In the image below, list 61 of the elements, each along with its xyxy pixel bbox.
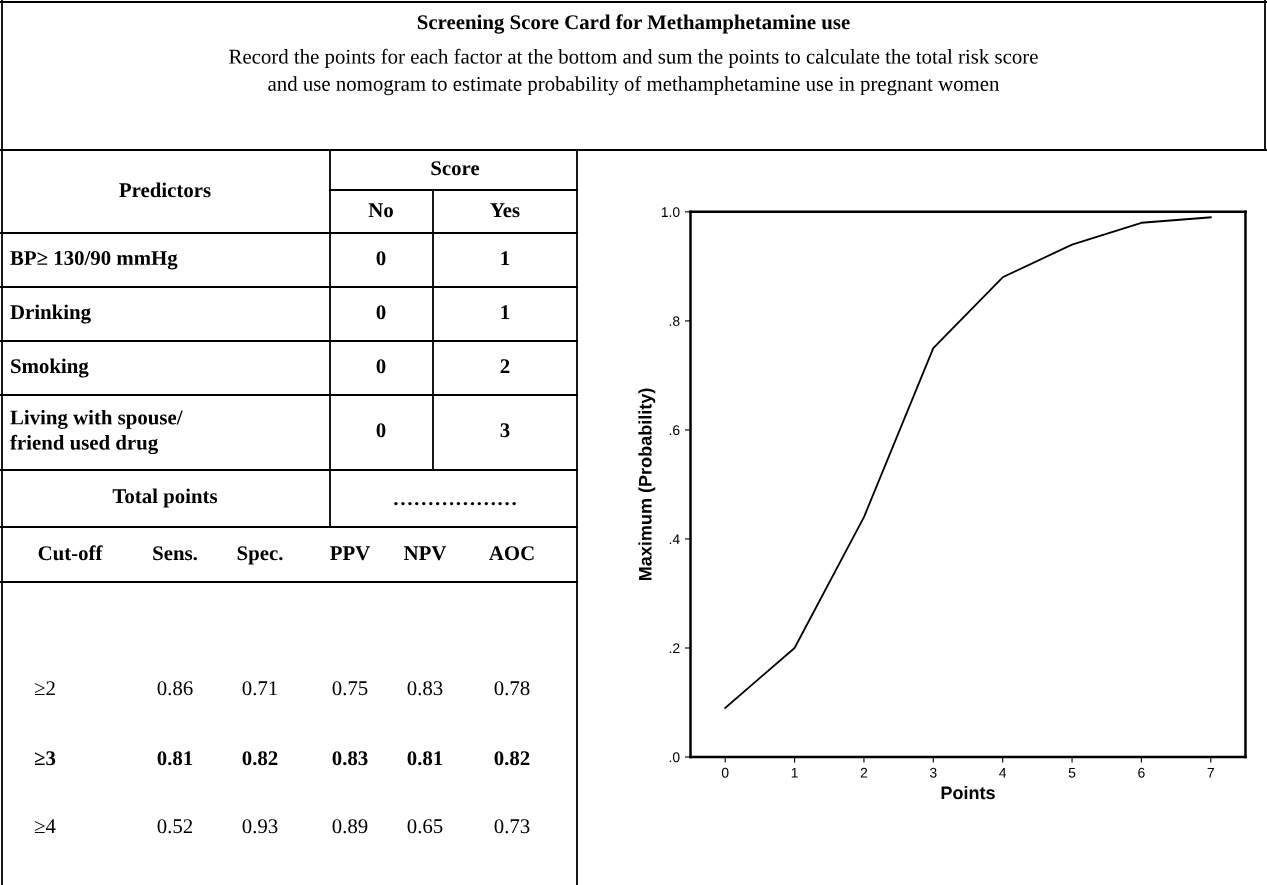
text: 0.81 <box>407 751 443 766</box>
text: 0.52 <box>157 819 193 834</box>
text: ≥2 <box>34 681 55 696</box>
text: Yes <box>490 203 520 218</box>
text: 0 <box>376 359 386 374</box>
text: 0.65 <box>407 819 443 834</box>
text: 1 <box>501 251 510 266</box>
text: Spec. <box>237 546 283 565</box>
line-series <box>724 216 1212 709</box>
y-tick-label: .0 <box>669 752 680 763</box>
text: 0 <box>376 305 386 320</box>
x-tick-label: 5 <box>1068 767 1076 778</box>
y-tick-label: .6 <box>669 425 680 436</box>
text: 0.78 <box>494 681 530 696</box>
text: 0 <box>376 423 386 438</box>
text: 1 <box>501 305 510 320</box>
x-tick-label: 1 <box>791 767 798 778</box>
text: Sens. <box>153 546 197 561</box>
text: ≥3 <box>34 751 56 766</box>
x-tick-label: 3 <box>929 767 937 778</box>
text: AOC <box>489 546 534 561</box>
text: Cut-off <box>38 545 103 561</box>
text: 0.86 <box>157 681 193 696</box>
text: 0.83 <box>407 681 443 696</box>
text: Predictors <box>119 182 211 198</box>
y-tick-label: 1.0 <box>661 207 680 218</box>
text: 0 <box>376 251 386 266</box>
x-tick-label: 2 <box>860 767 868 778</box>
text: 0.73 <box>494 819 530 834</box>
text: Smoking <box>11 358 89 378</box>
text: Living with spouse/ friend used drug <box>10 409 183 455</box>
text: Screening Score Card for Methamphetamine use <box>417 14 850 34</box>
text: 0.82 <box>494 751 530 766</box>
text: 0.83 <box>332 751 368 766</box>
text: 0.81 <box>157 751 193 766</box>
y-tick-label: .4 <box>669 534 680 544</box>
y-tick-label: .8 <box>669 316 680 327</box>
text: PPV <box>330 546 371 561</box>
text: Score <box>431 161 480 176</box>
text: Drinking <box>10 304 91 324</box>
text: 3 <box>500 423 510 438</box>
text: Total points <box>112 488 218 508</box>
text: 0.75 <box>332 681 368 696</box>
text: NPV <box>403 546 447 561</box>
text: 0.93 <box>242 819 278 834</box>
text: BP≥ 130/90 mmHg <box>10 250 178 270</box>
text: 0.82 <box>242 751 278 766</box>
x-tick-label: 7 <box>1207 767 1214 778</box>
text: 2 <box>500 359 510 374</box>
text: ……………… <box>394 501 516 506</box>
x-tick-label: 4 <box>999 767 1007 778</box>
text: No <box>368 203 393 218</box>
text: Record the points for each factor at the bottom and sum the points to calculate the total risk score and use nomogram to estimate probability of methamphetamine use in pregnant women <box>229 48 1038 96</box>
x-tick-label: 6 <box>1138 767 1145 778</box>
x-axis-title: Points <box>941 785 995 800</box>
x-tick-label: 0 <box>721 767 729 778</box>
text: 0.71 <box>242 681 277 696</box>
text: ≥4 <box>34 819 56 834</box>
y-axis-title: Maximum (Probability) <box>638 388 656 581</box>
y-tick-label: .2 <box>669 643 680 654</box>
text: 0.89 <box>332 819 368 834</box>
